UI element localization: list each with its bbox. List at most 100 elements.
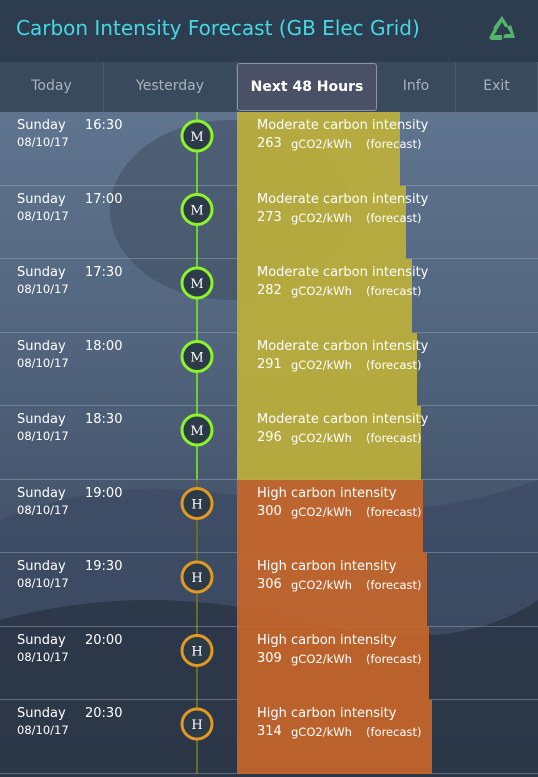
date: 08/10/17 [17,649,69,664]
intensity-value: 282 [257,283,282,298]
date: 08/10/17 [17,429,69,443]
intensity-value: 296 [257,430,282,445]
intensity-bar [237,406,421,480]
tab[interactable]: Yesterday [104,62,237,112]
intensity-label: Moderate carbon intensity [257,118,429,133]
time: 19:30 [85,559,123,574]
intensity-bar [237,259,412,333]
intensity-label: High carbon intensity [257,559,397,574]
intensity-value: 309 [257,650,282,666]
forecast-note: (forecast) [366,431,422,445]
intensity-label: Moderate carbon intensity [257,338,429,354]
unit: gCO2/kWh [291,578,352,592]
intensity-bar [237,479,423,553]
forecast-row: Sunday 20:00 08/10/17 High carbon intensity… [0,626,538,700]
intensity-value: 306 [257,577,282,592]
forecast-note: (forecast) [366,137,422,151]
forecast-list: M M M M M H H H H Sunday 16:30 08/10/17 Moderate ca… [0,112,538,777]
unit: gCO2/kWh [291,137,352,151]
day: Sunday [17,338,66,354]
timeline: M M M M M H H H H [180,112,214,774]
date: 08/10/17 [17,576,69,590]
intensity-label: High carbon intensity [257,485,397,501]
badge [180,340,214,373]
unit: gCO2/kWh [291,725,352,739]
badge-letter: M [190,204,203,219]
tab[interactable]: Today [0,62,104,112]
intensity-bar [237,332,418,406]
day: Sunday [17,191,66,207]
forecast-note: (forecast) [366,357,422,372]
time: 20:30 [85,706,123,721]
badge [180,413,214,447]
time: 20:00 [85,632,123,648]
forecast-row: Sunday 19:30 08/10/17 High carbon intensity… [0,553,538,627]
tab-bar: Today Yesterday Next 48 Hours Info Exit [0,62,538,112]
unit: gCO2/kWh [291,284,352,298]
forecast-row: Sunday 19:00 08/10/17 High carbon intensity… [0,479,538,553]
intensity-value: 314 [257,724,282,739]
intensity-label: Moderate carbon intensity [257,191,429,207]
time: 18:00 [85,338,123,354]
badge-letter: M [190,130,203,145]
unit: gCO2/kWh [291,210,352,225]
badge [180,487,214,520]
intensity-value: 300 [257,503,282,519]
badge-letter: M [190,277,203,292]
badge-letter: H [191,498,202,513]
badge [180,634,214,667]
badge-letter: H [191,645,202,660]
intensity-label: Moderate carbon intensity [257,265,429,280]
intensity-bar [237,626,429,700]
forecast-note: (forecast) [366,504,422,519]
tab[interactable]: Info [377,62,456,112]
forecast-row: Sunday 16:30 08/10/17 Moderate carbon inten… [0,112,538,186]
date: 08/10/17 [17,355,69,370]
intensity-label: High carbon intensity [257,632,397,648]
badge-letter: H [191,718,202,733]
day: Sunday [17,706,66,721]
tab[interactable]: Exit [456,62,538,112]
forecast-row: Sunday 18:00 08/10/17 Moderate carbon inten… [0,332,538,406]
header: Carbon Intensity Forecast (GB Elec Grid) [0,0,538,62]
intensity-label: Moderate carbon intensity [257,412,429,427]
unit: gCO2/kWh [291,357,352,372]
forecast-note: (forecast) [366,651,422,666]
badge [180,193,214,226]
intensity-value: 291 [257,356,282,372]
date: 08/10/17 [17,723,69,737]
time: 18:30 [85,412,123,427]
date: 08/10/17 [17,282,69,296]
unit: gCO2/kWh [291,431,352,445]
day: Sunday [17,412,66,427]
day: Sunday [17,118,66,133]
badge-letter: M [190,351,203,366]
badge-letter: H [191,571,202,586]
date: 08/10/17 [17,208,69,223]
time: 17:30 [85,265,123,280]
forecast-row: Sunday 18:30 08/10/17 Moderate carbon inten… [0,406,538,480]
forecast-note: (forecast) [366,725,422,739]
unit: gCO2/kWh [291,504,352,519]
day: Sunday [17,632,66,648]
intensity-bar [237,112,401,186]
forecast-row: Sunday 20:30 08/10/17 High carbon intensity… [0,700,538,774]
badge [180,266,214,300]
intensity-bar [237,700,432,774]
tab[interactable]: Next 48 Hours [237,63,377,111]
badge [180,119,214,153]
forecast-note: (forecast) [366,578,422,592]
forecast-note: (forecast) [366,284,422,298]
intensity-bar [237,553,427,627]
unit: gCO2/kWh [291,651,352,666]
day: Sunday [17,559,66,574]
badge-letter: M [190,424,203,439]
intensity-value: 273 [257,209,282,225]
date: 08/10/17 [17,135,69,149]
badge [180,707,214,741]
time: 17:00 [85,191,123,207]
forecast-row: Sunday 17:30 08/10/17 Moderate carbon inten… [0,259,538,333]
time: 16:30 [85,118,123,133]
day: Sunday [17,265,66,280]
